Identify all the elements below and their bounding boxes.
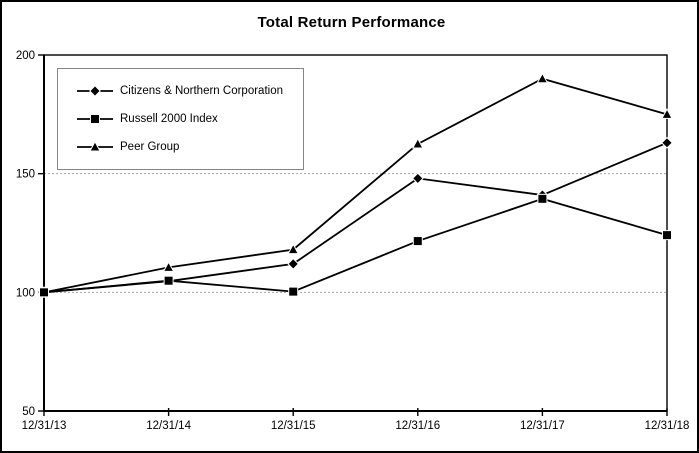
square-marker: [288, 286, 299, 297]
square-marker: [537, 193, 548, 204]
square-marker: [662, 230, 672, 241]
triangle-marker-icon: [77, 141, 113, 152]
square-marker: [90, 114, 100, 124]
x-tick-label: 12/31/16: [395, 420, 440, 432]
triangle-marker: [162, 261, 175, 272]
x-tick-label: 12/31/18: [645, 420, 690, 432]
series-line: [43, 197, 668, 294]
legend-item-russell: Russell 2000 Index: [77, 113, 297, 125]
triangle-marker: [536, 72, 549, 84]
triangle-marker: [287, 243, 300, 255]
x-tick-label: 12/31/14: [146, 420, 191, 432]
square-marker: [39, 287, 49, 298]
legend-item-citizens: Citizens & Northern Corporation: [77, 85, 297, 97]
legend-label: Russell 2000 Index: [120, 113, 218, 125]
diamond-marker: [287, 257, 300, 270]
legend-item-peer: Peer Group: [77, 141, 297, 153]
legend: Citizens & Northern Corporation Russell …: [57, 68, 304, 170]
x-tick-label: 12/31/15: [271, 420, 316, 432]
legend-label: Citizens & Northern Corporation: [120, 85, 283, 97]
legend-label: Peer Group: [120, 141, 180, 153]
triangle-marker: [661, 108, 673, 119]
series-square: [39, 193, 672, 298]
chart-title: Total Return Performance: [257, 14, 446, 31]
square-marker: [163, 275, 174, 286]
x-tick-label: 12/31/17: [520, 420, 565, 432]
y-tick-label: 200: [16, 50, 35, 62]
triangle-marker: [89, 141, 101, 152]
square-marker: [412, 236, 423, 247]
y-tick-label: 50: [22, 406, 35, 418]
diamond-marker-icon: [77, 85, 113, 97]
x-tick-label: 12/31/13: [22, 420, 67, 432]
diamond-marker: [411, 172, 424, 185]
triangle-marker: [411, 137, 424, 149]
diamond-marker: [661, 136, 673, 149]
y-tick-label: 150: [16, 169, 35, 181]
series-line: [43, 77, 668, 294]
y-tick-label: 100: [16, 287, 35, 299]
square-marker-icon: [77, 114, 113, 124]
diamond-marker: [89, 85, 101, 97]
